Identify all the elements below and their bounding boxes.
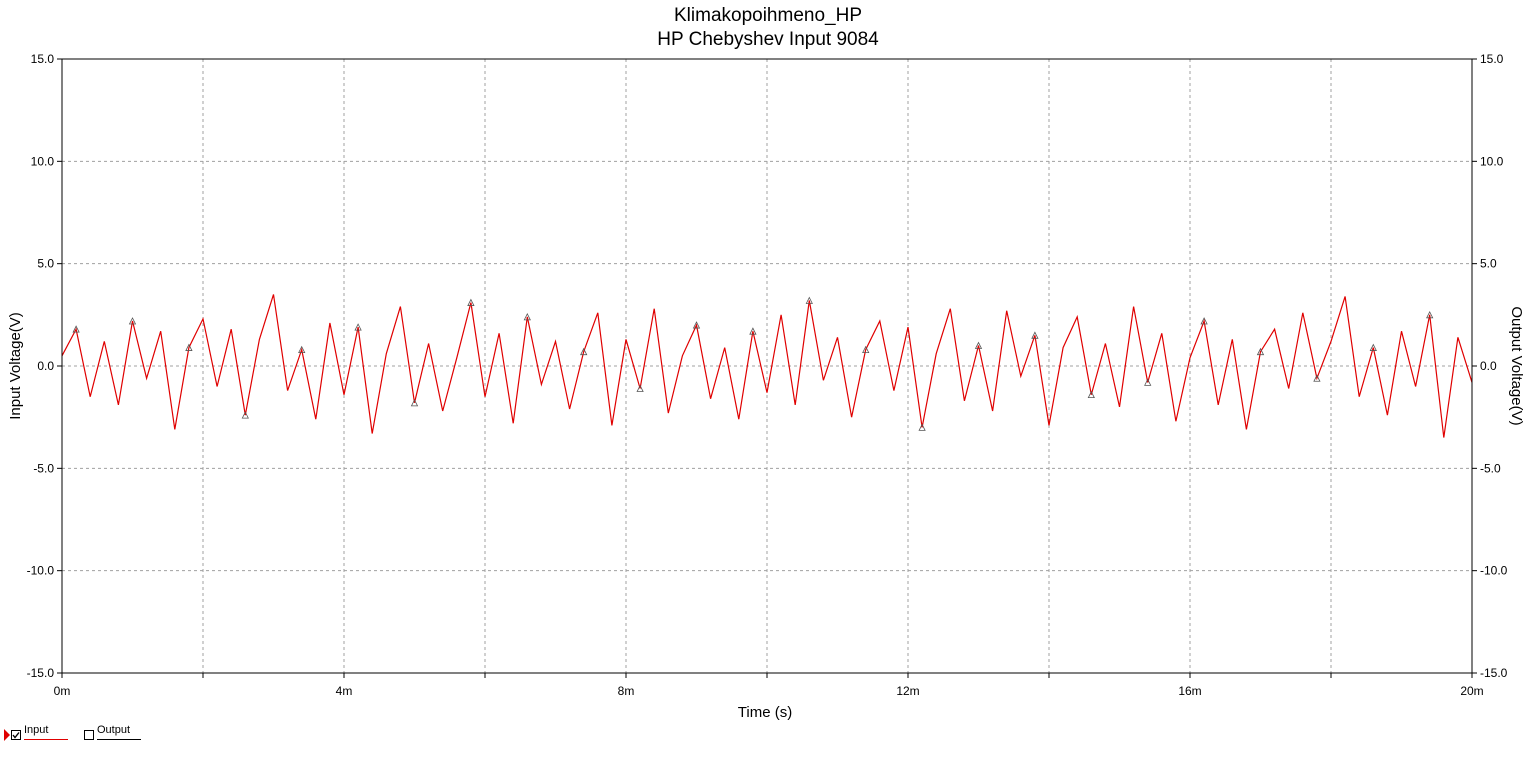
x-tick-label: 0m: [54, 684, 71, 698]
x-axis-label: Time (s): [738, 704, 792, 721]
legend-item-input[interactable]: Input: [4, 722, 74, 746]
data-point-marker: [72, 325, 80, 333]
y-tick-label-right: -10.0: [1480, 564, 1508, 578]
legend-input-label: Input: [24, 724, 49, 736]
data-point-marker: [410, 398, 419, 407]
y-tick-label-left: -5.0: [33, 461, 54, 475]
grid-layer: [62, 59, 1472, 673]
y-tick-label-left: 10.0: [31, 154, 55, 168]
data-point-marker: [805, 296, 813, 304]
output-checkbox[interactable]: [84, 730, 94, 740]
data-point-marker: [241, 411, 249, 419]
data-point-marker: [580, 347, 588, 356]
y-tick-label-right: 5.0: [1480, 257, 1497, 271]
text-layer: 0m 4m 8m 12m 16m 20m -15.0 -15.0 -10.0 -10.0 -5.0 -…: [7, 5, 1525, 721]
data-point-marker: [523, 312, 531, 321]
data-point-marker: [1426, 310, 1434, 319]
y-tick-label-left: 0.0: [37, 359, 54, 373]
y-axis-label-left: Input Voltage(V): [7, 312, 24, 420]
data-point-marker: [636, 384, 644, 392]
y-tick-label-right: 15.0: [1480, 52, 1504, 66]
legend-output-line: [97, 739, 141, 740]
data-point-marker: [1031, 331, 1039, 339]
y-tick-label-right: -15.0: [1480, 666, 1508, 680]
data-point-marker: [1369, 343, 1377, 351]
y-tick-label-left: -10.0: [27, 564, 55, 578]
data-point-marker: [749, 327, 757, 335]
data-point-marker: [185, 343, 193, 351]
checkmark-icon: [12, 732, 20, 739]
series-layer: [61, 294, 1473, 438]
x-tick-label: 16m: [1178, 684, 1201, 698]
x-tick-label: 4m: [336, 684, 353, 698]
y-tick-label-left: 15.0: [31, 52, 55, 66]
y-tick-label-right: 10.0: [1480, 154, 1504, 168]
selected-series-marker-icon: [4, 729, 10, 741]
input-checkbox[interactable]: [11, 730, 21, 740]
data-point-marker: [298, 345, 306, 354]
chart-subtitle: HP Chebyshev Input 9084: [657, 29, 879, 50]
data-point-marker: [1256, 347, 1265, 356]
data-point-marker: [1200, 317, 1208, 325]
data-point-marker: [1144, 378, 1152, 386]
axis-layer: [57, 58, 1477, 678]
y-tick-label-left: 5.0: [37, 257, 54, 271]
data-point-marker: [354, 323, 362, 331]
data-point-marker: [918, 423, 926, 431]
legend-output-label: Output: [97, 724, 131, 736]
y-tick-label-right: -5.0: [1480, 461, 1501, 475]
y-tick-label-right: 0.0: [1480, 359, 1497, 373]
x-tick-label: 12m: [896, 684, 919, 698]
x-tick-label: 8m: [618, 684, 635, 698]
data-point-marker: [128, 317, 137, 325]
data-point-marker: [1087, 390, 1095, 399]
data-point-marker: [974, 341, 983, 349]
data-point-marker: [1313, 374, 1321, 382]
y-axis-label-right: Output Voltage(V): [1508, 306, 1525, 425]
legend-item-output[interactable]: Output: [84, 722, 154, 746]
legend-input-line: [24, 739, 68, 740]
series-line-input: [61, 294, 1473, 438]
y-tick-label-left: -15.0: [27, 666, 55, 680]
data-point-marker: [862, 345, 870, 354]
chart-title: Klimakopoihmeno_HP: [674, 5, 862, 26]
data-point-marker: [467, 298, 475, 306]
data-point-marker: [692, 321, 701, 329]
x-tick-label: 20m: [1460, 684, 1483, 698]
